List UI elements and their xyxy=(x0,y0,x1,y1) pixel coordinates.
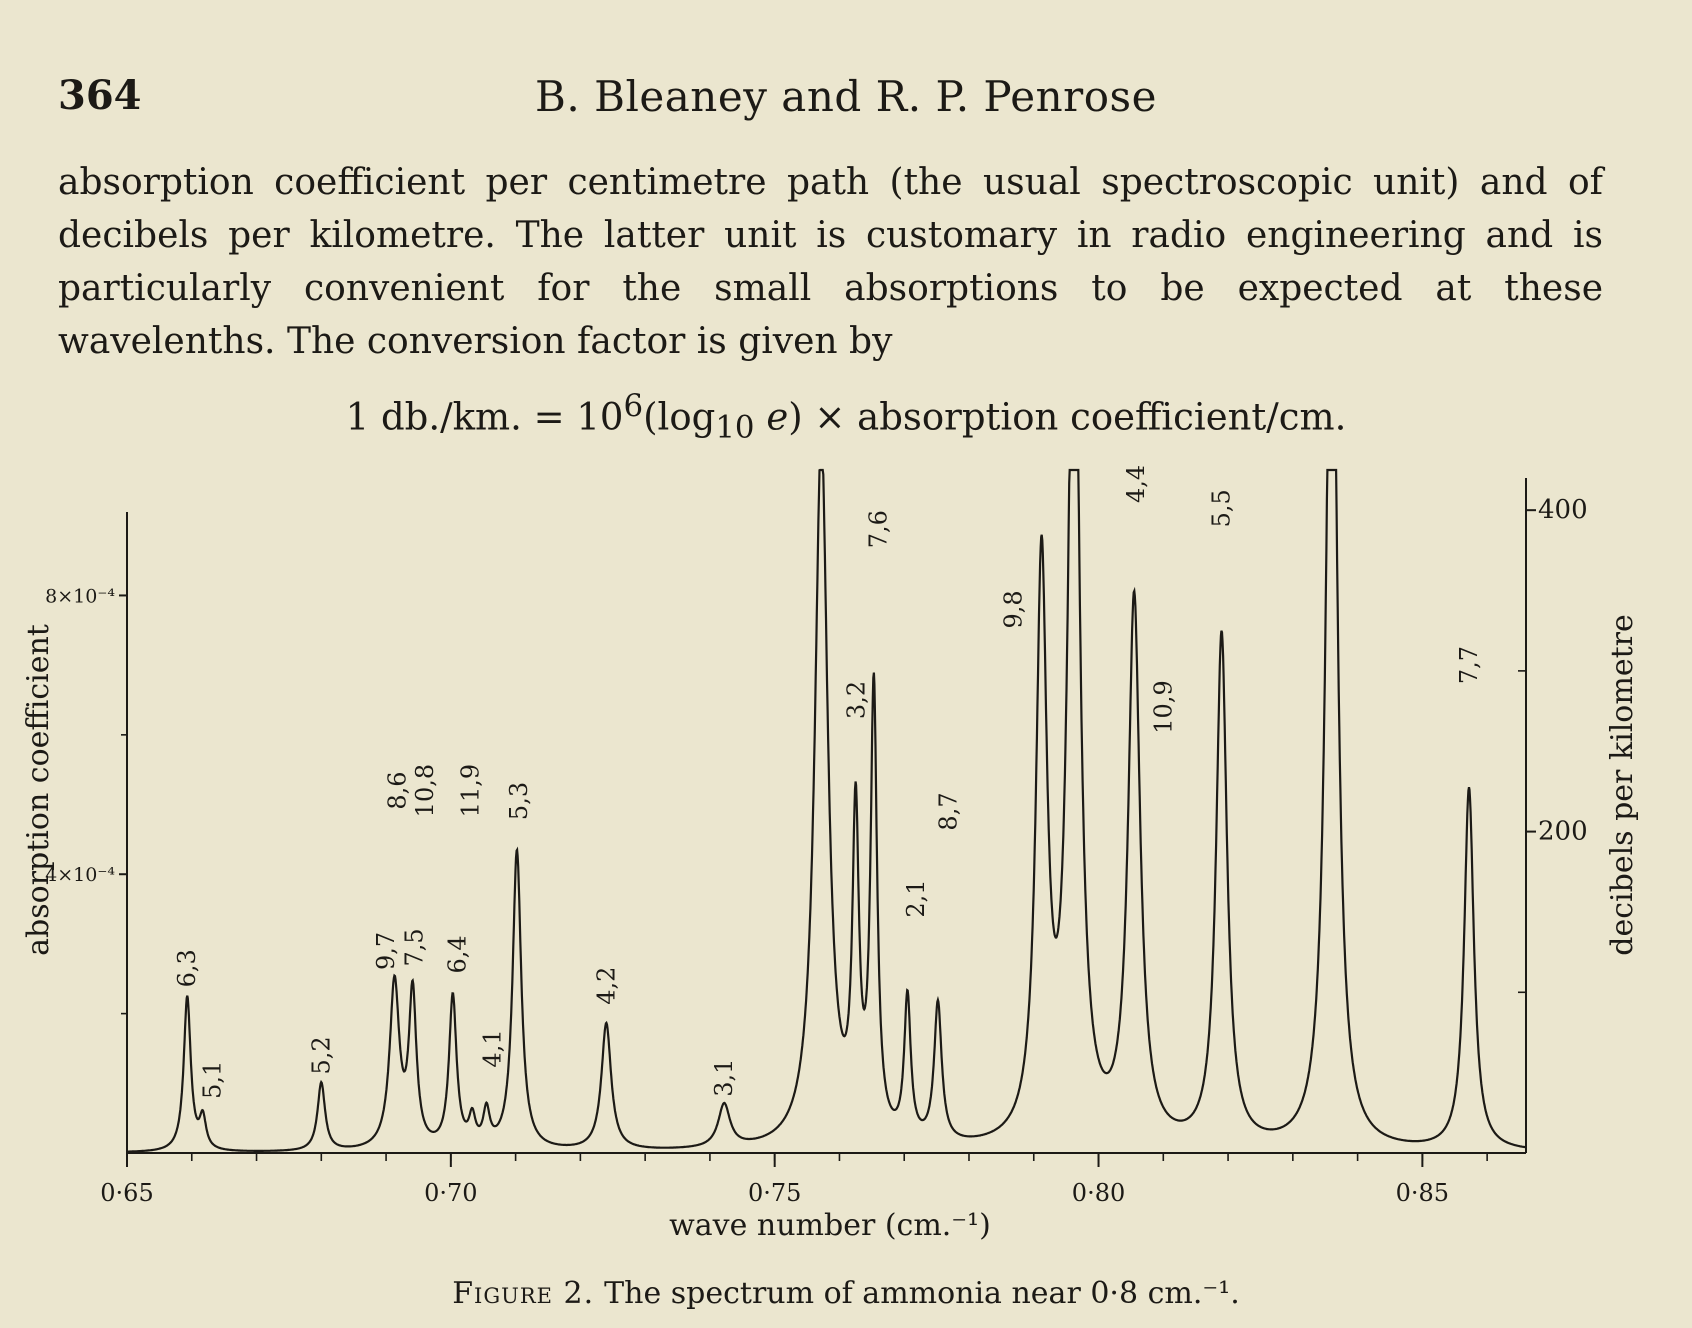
y-axis-label: absorption coefficient xyxy=(21,624,56,956)
equation-exponent: 6 xyxy=(623,388,644,424)
peak-label: 6,3 xyxy=(173,949,201,987)
conversion-equation: 1 db./km. = 106(log10 e) × absorption co… xyxy=(0,388,1692,446)
peak-labels: 6,35,15,29,77,56,44,15,34,23,14,33,27,62… xyxy=(173,465,1483,1099)
peak-label: 5,5 xyxy=(1208,489,1236,527)
peak-label: 9,7 xyxy=(372,932,400,970)
caption-text: The spectrum of ammonia near 0·8 cm.⁻¹. xyxy=(604,1276,1240,1311)
peak-label: 7,7 xyxy=(1455,646,1483,684)
peak-label: 6,4 xyxy=(443,935,471,973)
y-tick-label: 8×10⁻⁴ xyxy=(45,585,115,607)
peak-label: 2,1 xyxy=(902,880,930,918)
peak-label: 8,7 xyxy=(934,792,962,830)
chart-axes: 0·65 0·70 0·75 0·80 0·85 4×10⁻⁴ 8×10⁻⁴ 200 400 xyxy=(45,478,1588,1207)
peak-label: 5,1 xyxy=(199,1061,227,1099)
x-tick-label: 0·70 xyxy=(424,1179,477,1207)
peak-label: 4,4 xyxy=(1122,465,1150,503)
y2-axis-label: decibels per kilometre xyxy=(1605,614,1640,955)
peak-label: 10,8 xyxy=(411,764,439,817)
ammonia-spectrum-chart: 0·65 0·70 0·75 0·80 0·85 4×10⁻⁴ 8×10⁻⁴ 200 400 6… xyxy=(21,465,1640,1243)
running-head: B. Bleaney and R. P. Penrose xyxy=(535,72,1157,121)
x-tick-label: 0·65 xyxy=(100,1179,153,1207)
paragraph-text: absorption coefficient per centimetre pa… xyxy=(58,162,1603,362)
peak-label: 8,6 xyxy=(384,772,412,810)
equation-log: (log xyxy=(643,395,716,439)
peak-label: 5,2 xyxy=(307,1036,335,1074)
x-tick-label: 0·80 xyxy=(1072,1179,1125,1207)
caption-label: Figure 2. xyxy=(452,1276,595,1311)
figure-caption: Figure 2. The spectrum of ammonia near 0·… xyxy=(0,1276,1692,1311)
peak-label: 3,1 xyxy=(710,1059,738,1097)
equation-log-base: 10 xyxy=(715,409,755,446)
peak-label: 3,2 xyxy=(842,681,870,719)
page-header: 364 B. Bleaney and R. P. Penrose xyxy=(58,72,1634,132)
peak-label: 7,6 xyxy=(864,510,892,548)
x-tick-label: 0·75 xyxy=(748,1179,801,1207)
body-paragraph: absorption coefficient per centimetre pa… xyxy=(58,156,1603,368)
peak-label: 9,8 xyxy=(1000,590,1028,628)
x-axis-label: wave number (cm.⁻¹) xyxy=(669,1208,991,1243)
equation-e: e xyxy=(766,395,789,439)
peak-label: 5,3 xyxy=(505,782,533,820)
y2-tick-label: 200 xyxy=(1538,817,1588,847)
peak-label: 4,2 xyxy=(592,967,620,1005)
y2-tick-label: 400 xyxy=(1538,495,1588,525)
page-number: 364 xyxy=(58,72,142,119)
peak-label: 11,9 xyxy=(456,764,484,817)
peak-label: 7,5 xyxy=(401,928,429,966)
peak-label: 10,9 xyxy=(1149,680,1177,733)
spectrum-line xyxy=(127,468,1527,1153)
equation-lhs: 1 db./km. = 10 xyxy=(345,395,624,439)
y-tick-label: 4×10⁻⁴ xyxy=(45,864,115,886)
peak-label: 4,1 xyxy=(478,1029,506,1067)
equation-rhs: ) × absorption coefficient/cm. xyxy=(788,395,1347,439)
x-tick-label: 0·85 xyxy=(1396,1179,1449,1207)
